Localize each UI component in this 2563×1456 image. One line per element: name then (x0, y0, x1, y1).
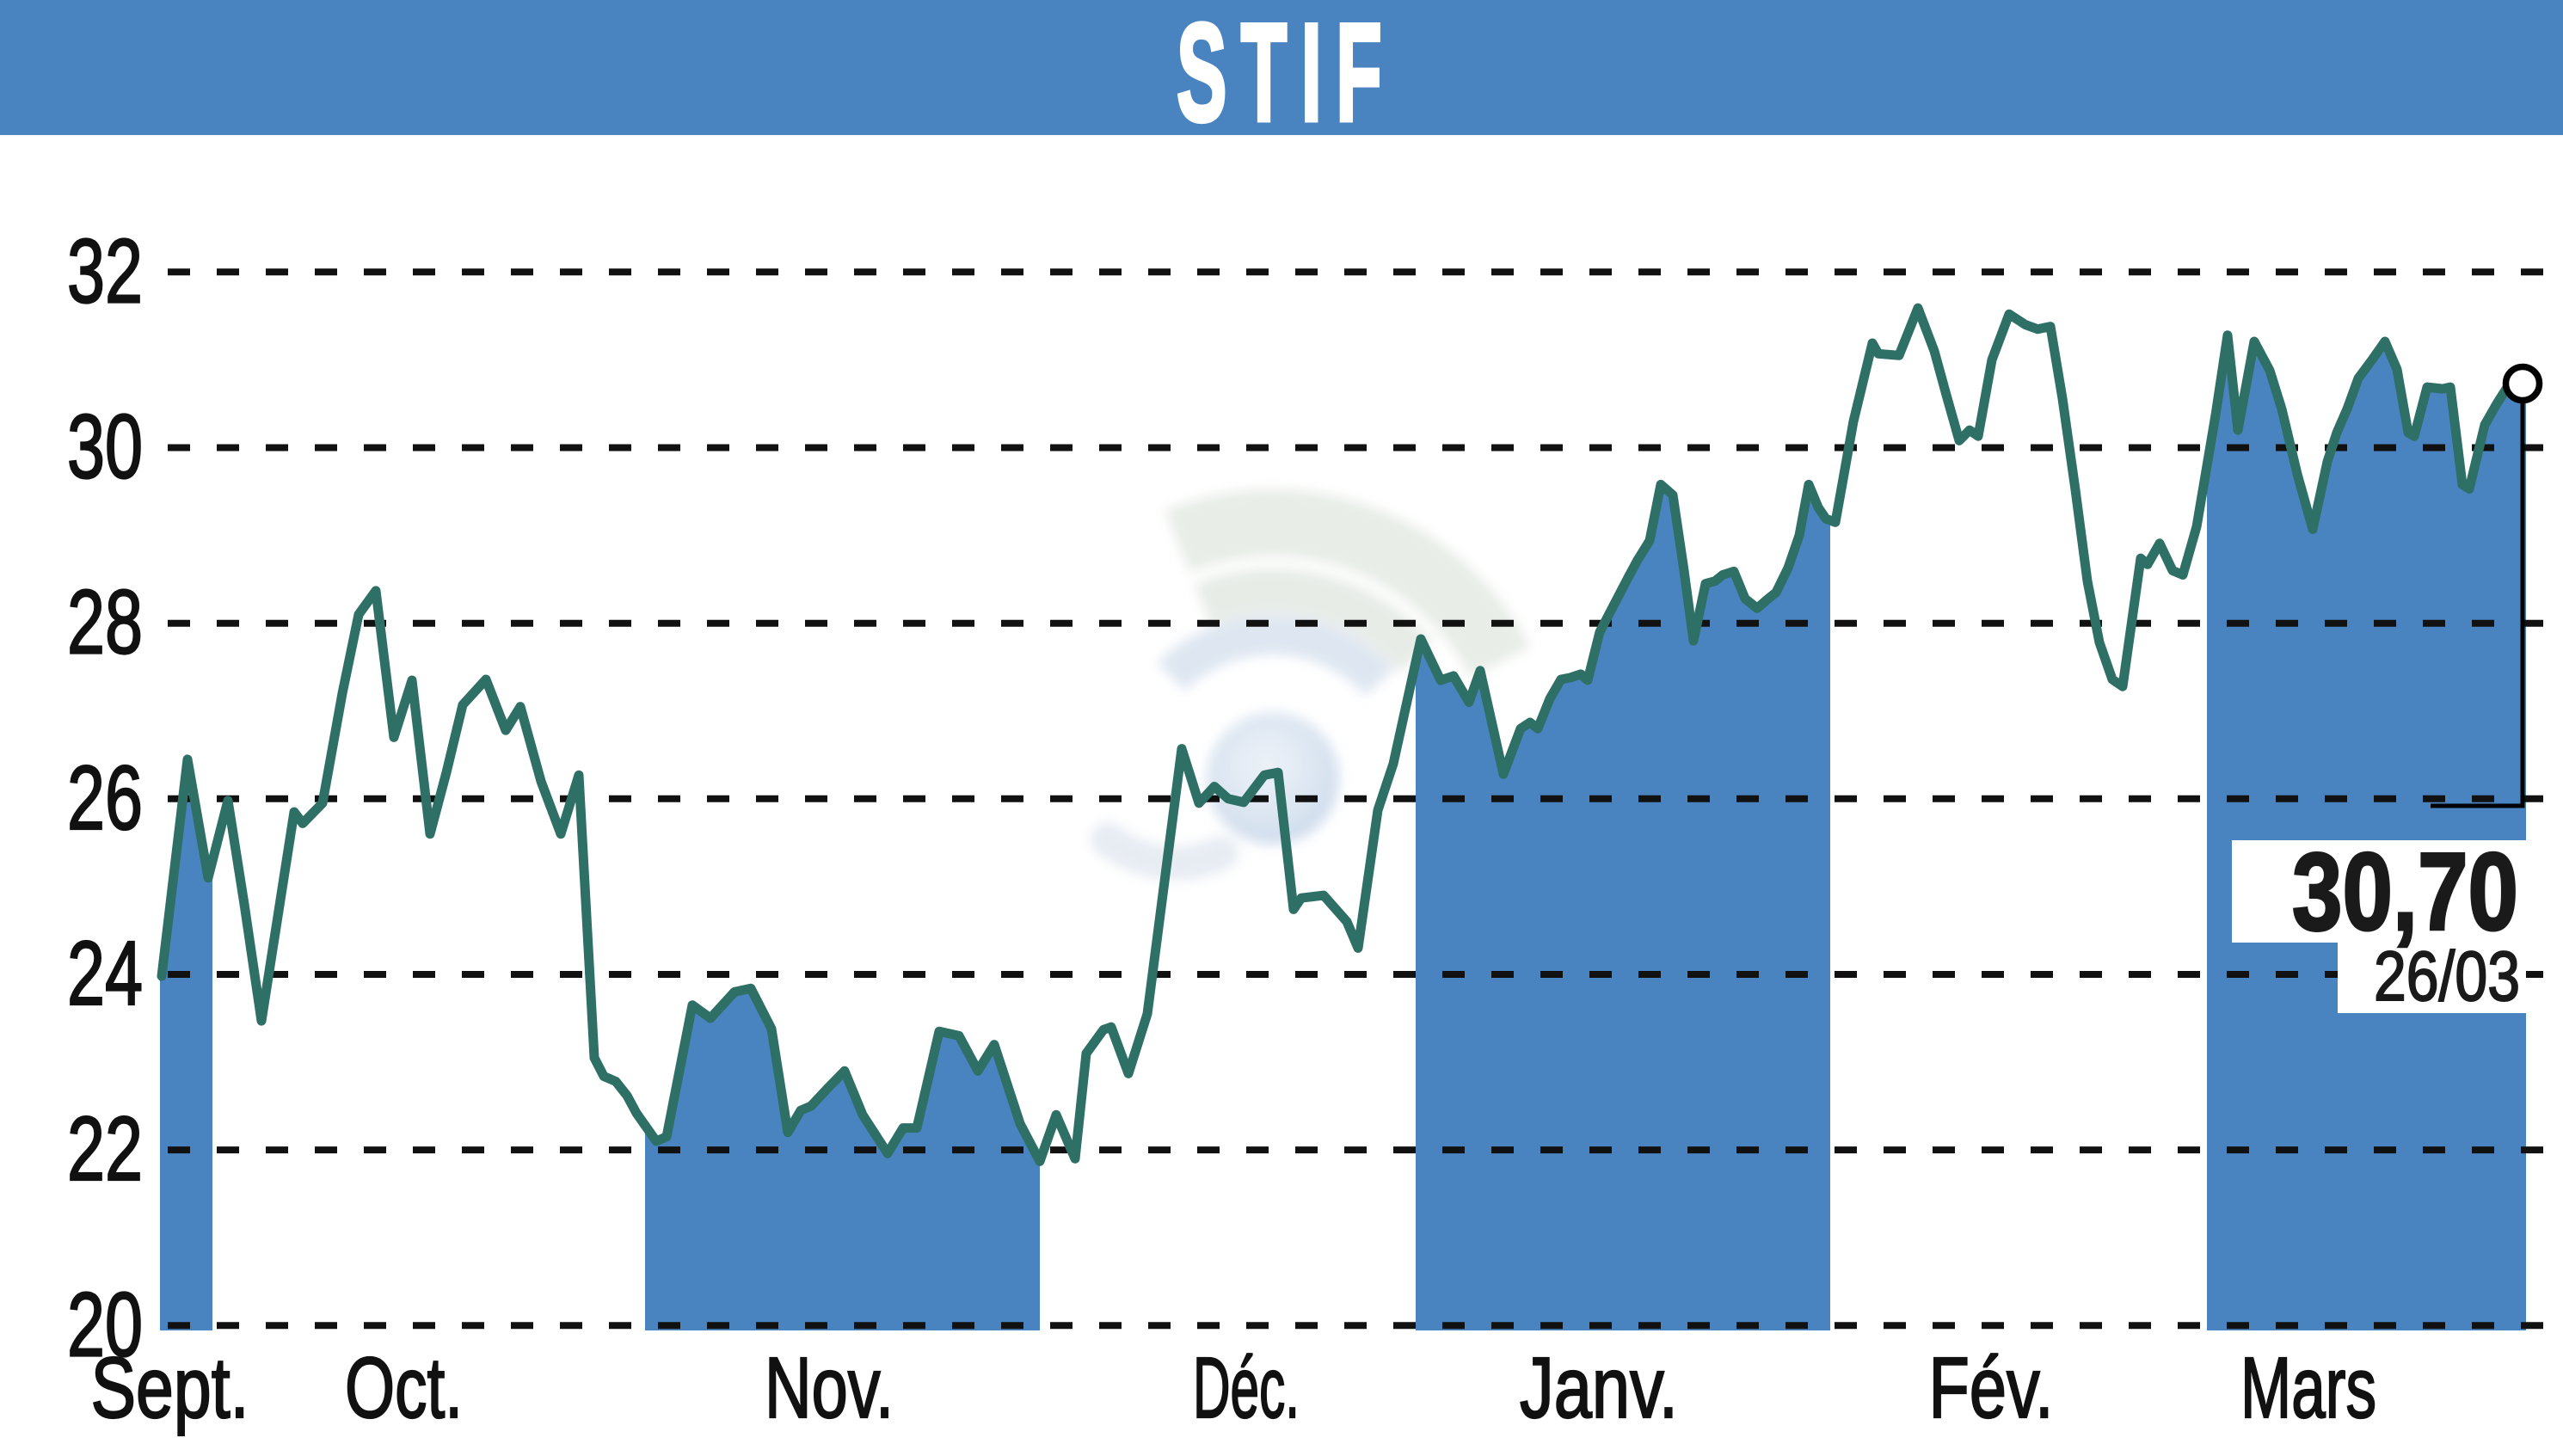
svg-text:Déc.: Déc. (1193, 1340, 1300, 1436)
svg-text:Mars: Mars (2240, 1340, 2376, 1436)
svg-text:26: 26 (67, 747, 143, 849)
svg-text:30,70: 30,70 (2292, 831, 2518, 954)
svg-text:20: 20 (67, 1274, 143, 1375)
svg-text:26/03: 26/03 (2374, 937, 2520, 1016)
svg-text:28: 28 (67, 572, 143, 673)
svg-text:30: 30 (67, 396, 143, 498)
svg-text:Fév.: Fév. (1929, 1340, 2054, 1436)
svg-text:Nov.: Nov. (765, 1340, 894, 1436)
svg-text:STIF: STIF (1177, 0, 1396, 151)
svg-text:Oct.: Oct. (345, 1340, 463, 1436)
svg-text:32: 32 (67, 220, 143, 322)
svg-text:22: 22 (67, 1098, 143, 1200)
svg-text:24: 24 (67, 923, 143, 1024)
svg-text:Sept.: Sept. (91, 1340, 249, 1436)
svg-text:Janv.: Janv. (1520, 1340, 1678, 1436)
